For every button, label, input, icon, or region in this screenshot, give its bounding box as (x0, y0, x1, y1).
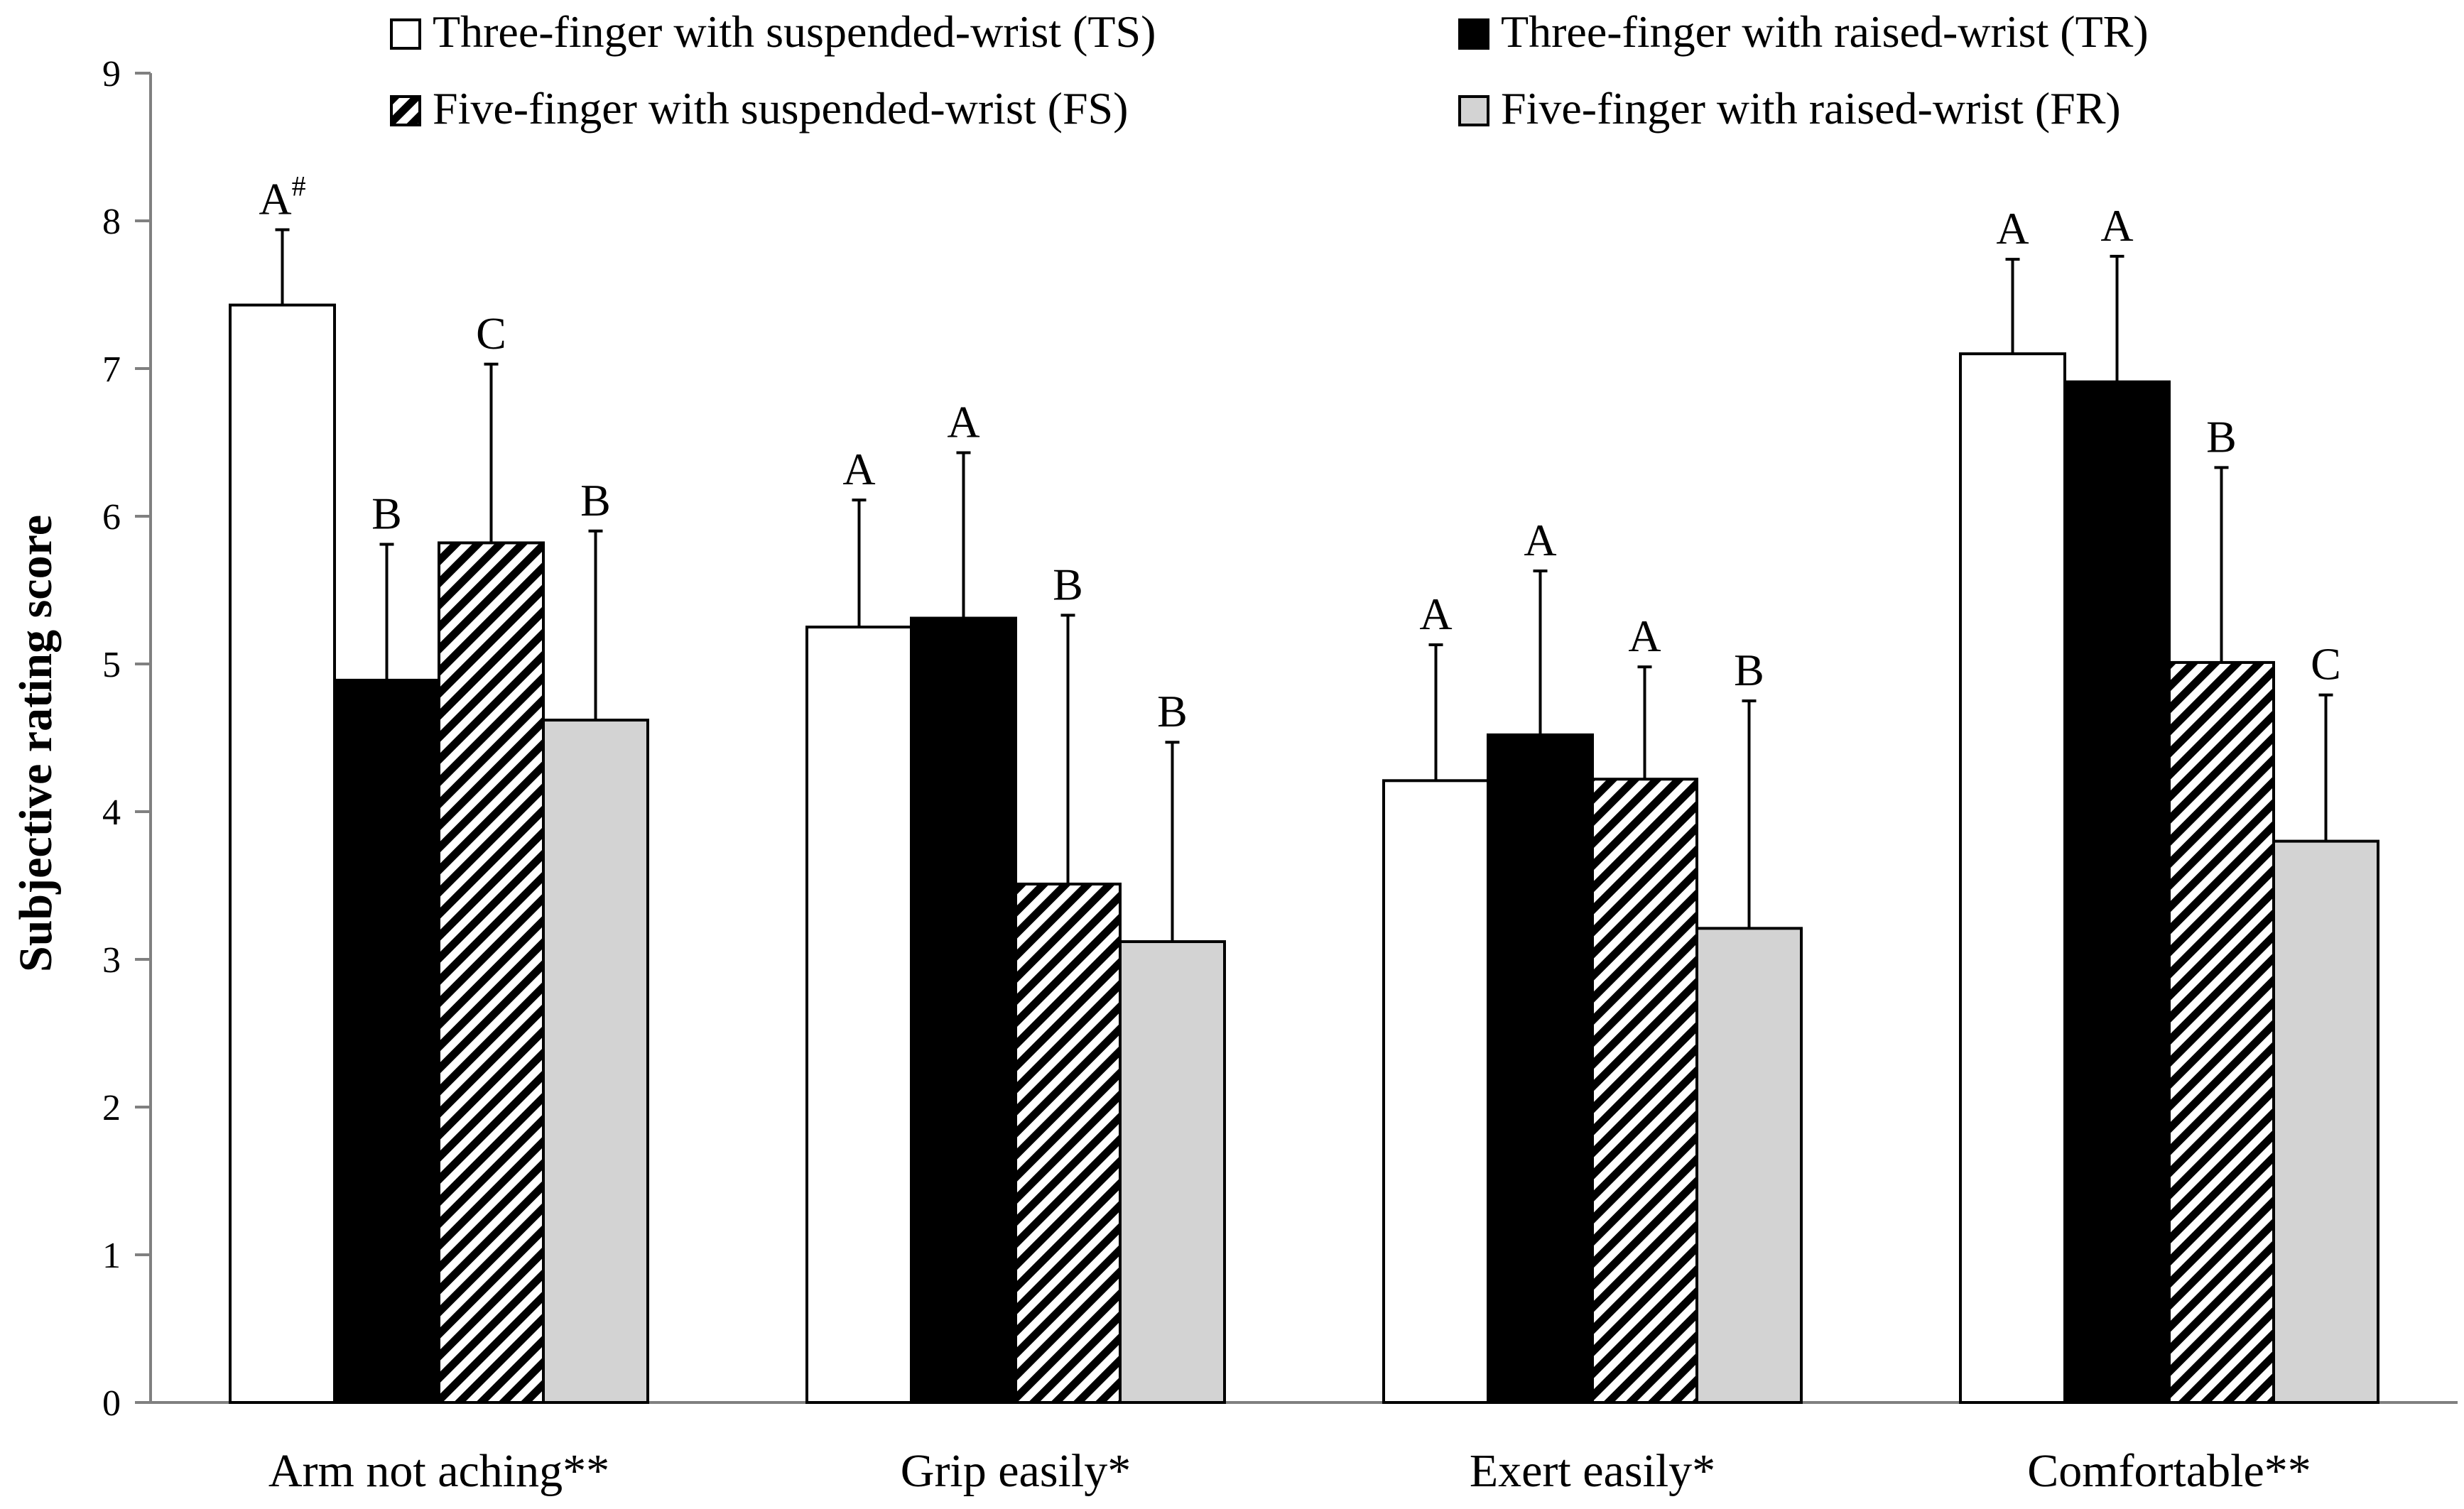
bar (910, 616, 1017, 1404)
significance-letter: B (2206, 411, 2237, 462)
legend-entry: Three-finger with raised-wrist (TR) (1501, 6, 2149, 57)
significance-letter: A (1628, 611, 1661, 661)
y-axis-label: Subjective rating score (10, 515, 62, 972)
significance-letter: A (842, 444, 875, 494)
legend-swatch (390, 18, 421, 50)
y-tick-label: 0 (102, 1383, 121, 1424)
legend-entry: Five-finger with raised-wrist (FR) (1501, 83, 2121, 134)
significance-letter: A (1524, 515, 1556, 565)
category-labels: Arm not aching** Grip easily* Exert easily… (268, 1445, 2311, 1497)
error-bars (275, 228, 2333, 942)
significance-letter: A (2100, 200, 2133, 251)
significance-letter: C (476, 308, 506, 359)
legend-swatch (1458, 95, 1489, 126)
bar (333, 678, 440, 1404)
significance-letter: A (1419, 589, 1452, 639)
bar (438, 541, 545, 1405)
bar (2272, 839, 2379, 1404)
category-label: Comfortable** (2027, 1445, 2311, 1497)
bar (1959, 352, 2066, 1405)
bar (1119, 940, 1226, 1405)
y-tick-label: 3 (102, 940, 121, 981)
significance-letter: B (1157, 686, 1188, 736)
significance-letter: A# (259, 170, 305, 224)
legend-swatch (1458, 18, 1489, 50)
bars (229, 303, 2379, 1405)
y-tick-label: 2 (102, 1088, 121, 1128)
y-tick-label: 5 (102, 645, 121, 685)
bar (1382, 779, 1489, 1404)
bar (2168, 660, 2275, 1404)
bar (1591, 778, 1698, 1404)
y-tick-label: 6 (102, 497, 121, 538)
bar (542, 719, 649, 1404)
legend-entry: Three-finger with suspended-wrist (TS) (433, 6, 1156, 57)
significance-letter: A (947, 397, 979, 447)
significance-letter: B (1734, 645, 1764, 695)
significance-letter: A (1996, 203, 2029, 254)
bar (1014, 882, 1122, 1405)
legend: Three-finger with suspended-wrist (TS) Th… (390, 6, 2149, 134)
y-tick-label: 4 (102, 792, 121, 833)
significance-letter: B (580, 475, 611, 525)
bar (805, 626, 913, 1404)
significance-letter: B (1053, 559, 1083, 609)
legend-entry: Five-finger with suspended-wrist (FS) (433, 83, 1128, 134)
y-tick-label: 9 (102, 54, 121, 94)
y-tick-label: 1 (102, 1236, 121, 1276)
category-label: Arm not aching** (268, 1445, 609, 1497)
legend-swatch (390, 95, 421, 126)
significance-letter: C (2311, 639, 2341, 690)
significance-letter: B (371, 489, 402, 539)
bar (229, 303, 336, 1404)
bar (1487, 733, 1594, 1404)
y-axis: 0 1 2 3 4 5 6 7 8 9 (102, 54, 152, 1424)
category-label: Exert easily* (1470, 1445, 1715, 1497)
bar (2063, 380, 2171, 1404)
y-tick-label: 7 (102, 349, 121, 390)
y-tick-label: 8 (102, 202, 121, 242)
category-label: Grip easily* (901, 1445, 1131, 1497)
bar (1695, 927, 1803, 1404)
